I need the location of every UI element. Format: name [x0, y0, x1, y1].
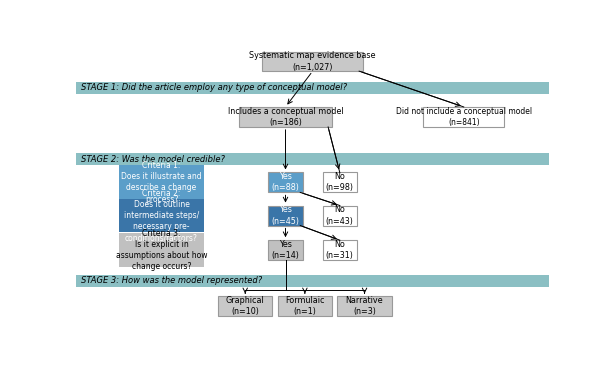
Text: Did not include a conceptual model
(n=841): Did not include a conceptual model (n=84… — [396, 107, 532, 127]
FancyBboxPatch shape — [268, 172, 303, 192]
Text: Yes
(n=14): Yes (n=14) — [271, 240, 300, 260]
Text: Yes
(n=88): Yes (n=88) — [271, 172, 300, 192]
FancyBboxPatch shape — [268, 205, 303, 226]
FancyBboxPatch shape — [262, 52, 363, 71]
FancyBboxPatch shape — [323, 172, 357, 192]
Text: Criteria 1:
Does it illustrate and
describe a change
process?: Criteria 1: Does it illustrate and descr… — [121, 161, 202, 204]
Text: Includes a conceptual model
(n=186): Includes a conceptual model (n=186) — [228, 107, 343, 127]
Text: Criteria 2:
Does it outline
intermediate steps/
necessary pre-
conditions/factor: Criteria 2: Does it outline intermediate… — [124, 189, 199, 242]
Text: STAGE 2: Was the model credible?: STAGE 2: Was the model credible? — [81, 155, 225, 164]
FancyBboxPatch shape — [268, 240, 303, 260]
Text: Narrative
(n=3): Narrative (n=3) — [346, 296, 383, 316]
FancyBboxPatch shape — [119, 199, 204, 233]
FancyBboxPatch shape — [218, 296, 272, 316]
Text: STAGE 3: How was the model represented?: STAGE 3: How was the model represented? — [81, 276, 262, 285]
FancyBboxPatch shape — [76, 153, 549, 165]
FancyBboxPatch shape — [76, 275, 549, 287]
FancyBboxPatch shape — [423, 107, 504, 127]
Text: Formulaic
(n=1): Formulaic (n=1) — [285, 296, 325, 316]
FancyBboxPatch shape — [76, 81, 549, 94]
Text: Systematic map evidence base
(n=1,027): Systematic map evidence base (n=1,027) — [249, 51, 376, 72]
FancyBboxPatch shape — [278, 296, 332, 316]
FancyBboxPatch shape — [119, 233, 204, 267]
Text: No
(n=43): No (n=43) — [326, 205, 354, 226]
Text: Graphical
(n=10): Graphical (n=10) — [226, 296, 265, 316]
FancyBboxPatch shape — [119, 165, 204, 199]
FancyBboxPatch shape — [323, 205, 357, 226]
FancyBboxPatch shape — [323, 240, 357, 260]
FancyBboxPatch shape — [337, 296, 392, 316]
Text: Yes
(n=45): Yes (n=45) — [271, 205, 300, 226]
FancyBboxPatch shape — [239, 107, 332, 127]
Text: No
(n=31): No (n=31) — [326, 240, 354, 260]
Text: Criteria 3:
Is it explicit in
assumptions about how
change occurs?: Criteria 3: Is it explicit in assumption… — [116, 229, 207, 271]
Text: STAGE 1: Did the article employ any type of conceptual model?: STAGE 1: Did the article employ any type… — [81, 83, 347, 92]
Text: No
(n=98): No (n=98) — [326, 172, 354, 192]
